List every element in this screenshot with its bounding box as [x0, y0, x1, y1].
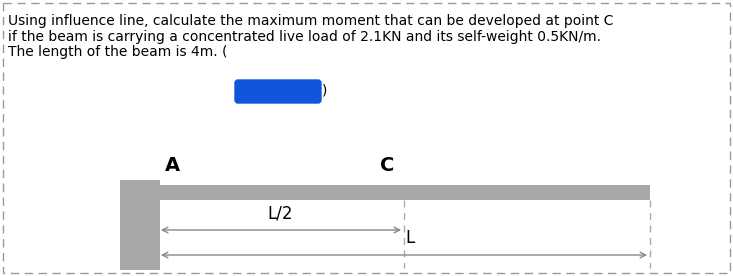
- FancyBboxPatch shape: [235, 80, 321, 103]
- Text: C: C: [380, 156, 394, 175]
- Text: L: L: [405, 229, 415, 247]
- Text: The length of the beam is 4m. (: The length of the beam is 4m. (: [8, 45, 227, 59]
- Text: A: A: [165, 156, 180, 175]
- Text: L/2: L/2: [268, 204, 292, 222]
- Bar: [158, 185, 650, 200]
- Text: Using influence line, calculate the maximum moment that can be developed at poin: Using influence line, calculate the maxi…: [8, 14, 614, 28]
- Text: ): ): [322, 84, 328, 98]
- Bar: [120, 180, 160, 270]
- Text: if the beam is carrying a concentrated live load of 2.1KN and its self-weight 0.: if the beam is carrying a concentrated l…: [8, 30, 601, 44]
